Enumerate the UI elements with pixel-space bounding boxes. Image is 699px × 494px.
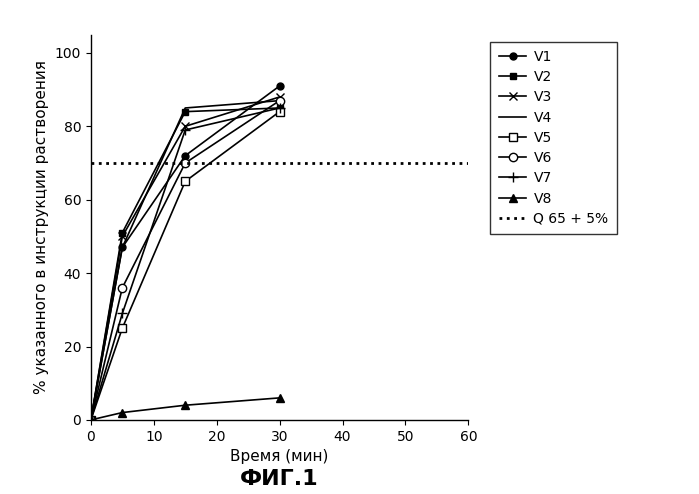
V8 — [275, 395, 284, 401]
V4 — [87, 417, 95, 423]
V1 — [87, 417, 95, 423]
V6 — [87, 417, 95, 423]
Line: V5: V5 — [87, 108, 284, 424]
V7 — [118, 311, 127, 317]
Line: V2: V2 — [87, 105, 283, 423]
V3 — [275, 94, 284, 100]
Line: V4: V4 — [91, 101, 280, 420]
V8 — [118, 410, 127, 415]
V7 — [181, 127, 189, 133]
V4 — [181, 105, 189, 111]
V6 — [118, 285, 127, 291]
V5 — [181, 178, 189, 184]
V8 — [87, 417, 95, 423]
V6 — [181, 160, 189, 166]
V8 — [181, 402, 189, 408]
V3 — [118, 234, 127, 240]
Line: V1: V1 — [87, 82, 283, 423]
V5 — [275, 109, 284, 115]
V6 — [275, 98, 284, 104]
V4 — [275, 98, 284, 104]
V3 — [87, 417, 95, 423]
Text: ФИГ.1: ФИГ.1 — [240, 469, 319, 489]
Legend: V1, V2, V3, V4, V5, V6, V7, V8, Q 65 + 5%: V1, V2, V3, V4, V5, V6, V7, V8, Q 65 + 5… — [491, 41, 617, 234]
V1 — [275, 83, 284, 89]
Line: V3: V3 — [87, 93, 284, 424]
V5 — [118, 325, 127, 331]
Line: V6: V6 — [87, 96, 284, 424]
V3 — [181, 124, 189, 129]
V7 — [87, 417, 95, 423]
V1 — [181, 153, 189, 159]
V4 — [118, 245, 127, 250]
V7 — [275, 105, 284, 111]
V2 — [87, 417, 95, 423]
V2 — [181, 109, 189, 115]
Y-axis label: % указанного в инструкции растворения: % указанного в инструкции растворения — [34, 60, 49, 394]
Line: V7: V7 — [86, 103, 284, 425]
Line: V8: V8 — [87, 394, 284, 424]
V2 — [118, 230, 127, 236]
V1 — [118, 245, 127, 250]
V5 — [87, 417, 95, 423]
X-axis label: Время (мин): Время (мин) — [231, 449, 329, 464]
V2 — [275, 105, 284, 111]
